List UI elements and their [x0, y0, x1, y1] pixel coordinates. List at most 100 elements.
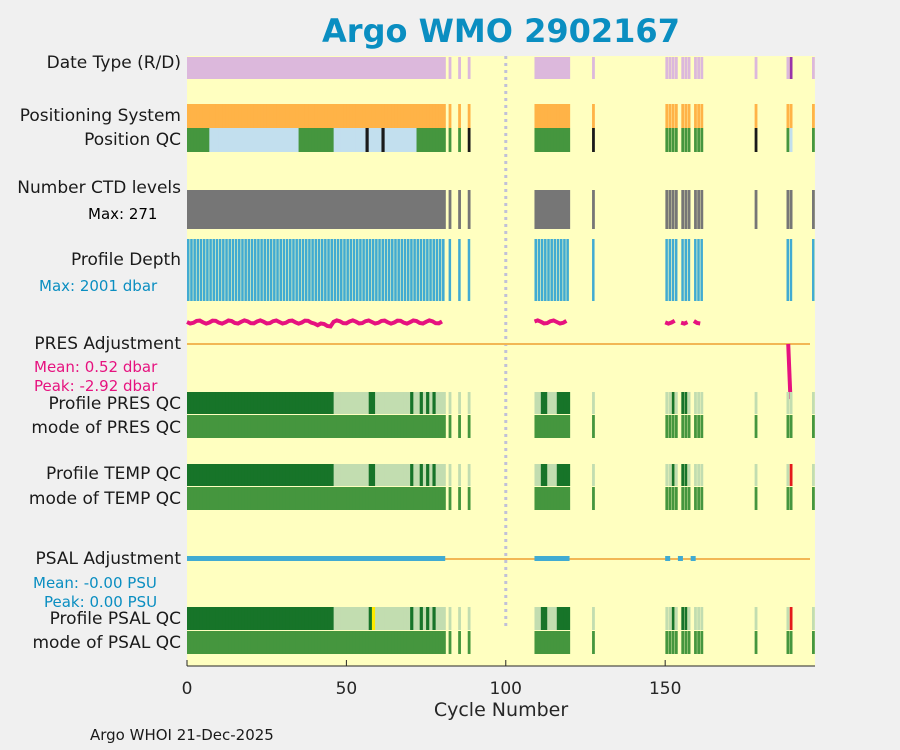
profile-psal-qc-cell-cycle-112	[544, 607, 548, 630]
ctd-levels-cell-cycle-150	[665, 190, 669, 229]
profile-temp-qc-cell-cycle-27	[273, 464, 277, 486]
mode-pres-qc-cell-cycle-73	[419, 415, 424, 438]
date-type-cell-cycle-16	[238, 57, 242, 79]
mode-psal-qc-cell-cycle-160	[697, 631, 701, 654]
positioning-cell-cycle-11	[222, 104, 226, 128]
profile-temp-qc-cell-cycle-111	[540, 464, 545, 486]
mode-pres-qc-cell-cycle-41	[317, 415, 322, 438]
positioning-cell-cycle-150	[665, 104, 669, 128]
profile-psal-qc-cell-cycle-113	[547, 607, 552, 630]
ctd-levels-cell-cycle-37	[304, 190, 309, 229]
mode-pres-qc-cell-cycle-110	[537, 415, 542, 438]
ctd-levels-cell-cycle-28	[276, 190, 281, 229]
mode-pres-qc-cell-cycle-23	[260, 415, 265, 438]
positioning-cell-cycle-54	[359, 104, 363, 128]
profile-temp-qc-cell-cycle-29	[279, 464, 284, 486]
profile-temp-qc-cell-cycle-116	[556, 464, 561, 486]
profile-temp-qc-cell-cycle-40	[314, 464, 319, 486]
profile-temp-qc-cell-cycle-35	[298, 464, 303, 486]
profile-pres-qc-cell-cycle-11	[222, 392, 226, 414]
position-qc-cell-cycle-1	[190, 128, 194, 152]
profile-psal-qc-cell-cycle-127	[592, 607, 595, 630]
ctd-levels-cell-cycle-32	[289, 190, 293, 229]
profile-temp-qc-cell-cycle-51	[349, 464, 354, 486]
position-qc-cell-cycle-26	[269, 128, 274, 152]
mode-temp-qc-cell-cycle-56	[365, 487, 370, 510]
profile-temp-qc-cell-cycle-42	[320, 464, 325, 486]
mode-psal-qc-cell-cycle-64	[391, 631, 395, 654]
ctd-levels-cell-cycle-153	[674, 190, 678, 229]
profile-temp-qc-cell-cycle-159	[694, 464, 697, 486]
profile-psal-qc-cell-cycle-67	[400, 607, 405, 630]
mode-pres-qc-cell-cycle-88	[467, 415, 471, 438]
profile-temp-qc-cell-cycle-79	[438, 464, 443, 486]
mode-pres-qc-cell-cycle-27	[273, 415, 277, 438]
profile-depth-cell-cycle-71	[413, 239, 416, 301]
mode-temp-qc-cell-cycle-10	[218, 487, 223, 510]
date-type-cell-cycle-58	[371, 57, 376, 79]
mode-psal-qc-cell-cycle-27	[273, 631, 277, 654]
label-profile-psal-qc: Profile PSAL QC	[49, 609, 181, 629]
position-qc-cell-cycle-67	[400, 128, 405, 152]
mode-psal-qc-cell-cycle-74	[422, 631, 427, 654]
profile-pres-qc-cell-cycle-31	[285, 392, 290, 414]
mode-pres-qc-cell-cycle-62	[384, 415, 389, 438]
date-type-cell-cycle-10	[218, 57, 223, 79]
mode-temp-qc-cell-cycle-59	[375, 487, 379, 510]
profile-pres-qc-cell-cycle-117	[559, 392, 564, 414]
mode-pres-qc-cell-cycle-38	[308, 415, 312, 438]
mode-temp-qc-cell-cycle-178	[754, 487, 758, 510]
date-type-cell-cycle-34	[295, 57, 300, 79]
mode-temp-qc-cell-cycle-32	[289, 487, 293, 510]
profile-temp-qc-cell-cycle-178	[754, 464, 758, 486]
position-qc-cell-cycle-85	[458, 128, 461, 152]
mode-psal-qc-cell-cycle-63	[387, 631, 392, 654]
profile-temp-qc-cell-cycle-61	[381, 464, 386, 486]
position-qc-cell-cycle-63	[387, 128, 392, 152]
mode-temp-qc-cell-cycle-23	[260, 487, 265, 510]
profile-depth-cell-cycle-40	[314, 239, 318, 301]
mode-pres-qc-cell-cycle-45	[330, 415, 335, 438]
profile-psal-qc-cell-cycle-49	[343, 607, 347, 630]
mode-pres-qc-cell-cycle-39	[311, 415, 316, 438]
mode-psal-qc-cell-cycle-13	[228, 631, 233, 654]
mode-psal-qc-cell-cycle-76	[429, 631, 434, 654]
date-type-cell-cycle-79	[438, 57, 443, 79]
profile-pres-qc-cell-cycle-34	[295, 392, 300, 414]
positioning-cell-cycle-1	[190, 104, 194, 128]
position-qc-cell-cycle-156	[684, 128, 688, 152]
mode-pres-qc-cell-cycle-65	[394, 415, 398, 438]
ctd-levels-cell-cycle-57	[368, 190, 373, 229]
profile-psal-qc-cell-cycle-5	[202, 607, 207, 630]
positioning-cell-cycle-9	[215, 104, 220, 128]
mode-temp-qc-cell-cycle-20	[250, 487, 255, 510]
positioning-cell-cycle-75	[426, 104, 430, 128]
profile-psal-qc-cell-cycle-73	[419, 607, 424, 630]
profile-temp-qc-cell-cycle-54	[359, 464, 363, 486]
profile-depth-cell-cycle-25	[266, 239, 270, 301]
mode-pres-qc-cell-cycle-76	[429, 415, 434, 438]
profile-depth-cell-cycle-79	[438, 239, 442, 301]
position-qc-cell-cycle-82	[448, 128, 452, 152]
profile-temp-qc-cell-cycle-15	[234, 464, 239, 486]
ctd-levels-cell-cycle-188	[786, 190, 790, 229]
ctd-levels-cell-cycle-79	[438, 190, 443, 229]
profile-depth-cell-cycle-19	[247, 239, 251, 301]
mode-psal-qc-cell-cycle-159	[694, 631, 697, 654]
mode-psal-qc-cell-cycle-31	[285, 631, 290, 654]
mode-temp-qc-cell-cycle-12	[225, 487, 230, 510]
ctd-levels-cell-cycle-155	[681, 190, 685, 229]
date-type-cell-cycle-151	[668, 57, 672, 79]
date-type-cell-cycle-14	[231, 57, 236, 79]
label-profile-depth: Profile Depth	[70, 250, 181, 270]
date-type-cell-cycle-111	[540, 57, 545, 79]
date-type-cell-cycle-68	[403, 57, 408, 79]
date-type-cell-cycle-51	[349, 57, 354, 79]
profile-depth-cell-cycle-156	[684, 239, 687, 301]
mode-temp-qc-cell-cycle-76	[429, 487, 434, 510]
profile-temp-qc-cell-cycle-155	[681, 464, 685, 486]
profile-psal-qc-cell-cycle-4	[199, 607, 204, 630]
profile-depth-cell-cycle-118	[563, 239, 566, 301]
mode-temp-qc-cell-cycle-42	[320, 487, 325, 510]
